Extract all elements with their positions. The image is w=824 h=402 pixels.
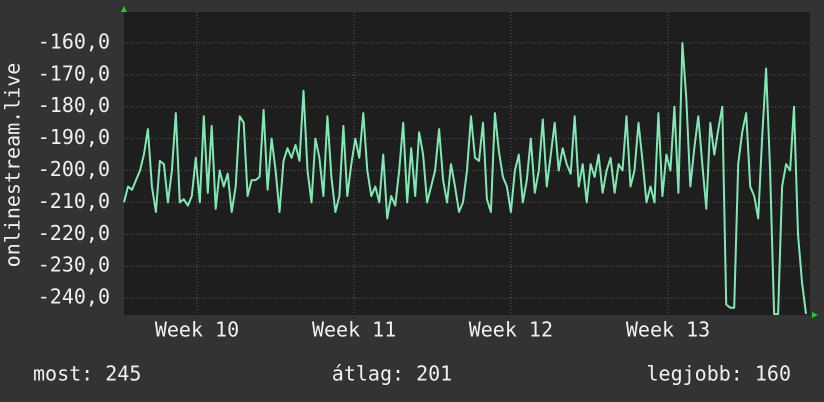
footer-best: legjobb: 160 — [647, 362, 792, 386]
footer-average: átlag: 201 — [332, 362, 452, 386]
footer-current: most: 245 — [33, 362, 141, 386]
x-tick-label: Week 10 — [155, 318, 239, 342]
y-tick-label: -220,0 — [38, 221, 110, 245]
y-tick-label: -180,0 — [38, 93, 110, 117]
y-tick-label: -240,0 — [38, 285, 110, 309]
x-tick-label: Week 11 — [312, 318, 396, 342]
y-tick-label: -200,0 — [38, 157, 110, 181]
y-axis-arrow — [121, 6, 127, 12]
y-tick-label: -210,0 — [38, 189, 110, 213]
y-tick-label: -160,0 — [38, 29, 110, 53]
x-axis-arrow — [812, 312, 818, 318]
y-tick-label: -190,0 — [38, 125, 110, 149]
x-tick-label: Week 13 — [626, 318, 710, 342]
x-tick-label: Week 12 — [469, 318, 553, 342]
series-line — [123, 41, 807, 315]
y-tick-label: -230,0 — [38, 253, 110, 277]
y-axis-label: onlinestream.live — [1, 63, 25, 268]
y-tick-label: -170,0 — [38, 61, 110, 85]
